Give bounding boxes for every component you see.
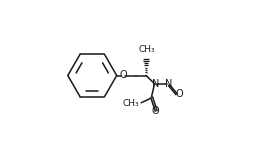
Text: N: N bbox=[165, 79, 172, 89]
Text: CH₃: CH₃ bbox=[139, 45, 155, 55]
Text: O: O bbox=[120, 71, 127, 80]
Text: N: N bbox=[151, 79, 159, 89]
Text: CH₃: CH₃ bbox=[122, 99, 139, 108]
Text: O: O bbox=[151, 106, 159, 116]
Text: O: O bbox=[175, 89, 183, 99]
